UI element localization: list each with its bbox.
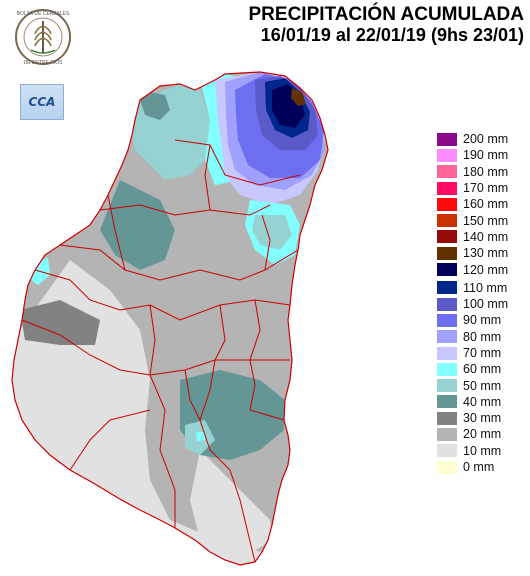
zone-40mm-north-center — [100, 180, 175, 270]
legend-item: 20 mm — [436, 426, 526, 442]
legend-swatch — [436, 410, 458, 426]
legend-swatch — [436, 361, 458, 377]
legend-item: 120 mm — [436, 261, 526, 278]
legend-swatch — [436, 378, 458, 394]
zone-40mm-northwest — [140, 92, 170, 120]
legend-label: 150 mm — [463, 213, 509, 228]
legend-label: 20 mm — [463, 427, 502, 442]
legend-item: 30 mm — [436, 410, 526, 426]
legend-swatch — [436, 245, 458, 261]
legend-label: 190 mm — [463, 148, 509, 163]
legend-item: 60 mm — [436, 361, 526, 377]
legend-swatch — [436, 312, 458, 328]
legend-swatch — [436, 213, 458, 229]
legend-item: 70 mm — [436, 345, 526, 361]
legend-item: 0 mm — [436, 459, 526, 475]
precipitation-legend: 200 mm 190 mm 180 mm 170 mm 160 mm 150 mm 140 … — [436, 131, 526, 475]
legend-item: 130 mm — [436, 245, 526, 261]
legend-label: 70 mm — [463, 346, 502, 360]
legend-item: 150 mm — [436, 212, 526, 229]
legend-swatch — [436, 147, 458, 163]
legend-swatch — [436, 280, 458, 296]
title-line-2: 16/01/19 al 22/01/19 (9hs 23/01) — [260, 25, 524, 45]
legend-item: 110 mm — [436, 280, 526, 296]
zone-60mm-pocket — [196, 432, 205, 441]
legend-label: 90 mm — [463, 313, 502, 328]
legend-label: 30 mm — [463, 411, 502, 426]
legend-label: 50 mm — [463, 378, 502, 393]
legend-item: 50 mm — [436, 377, 526, 394]
legend-label: 40 mm — [463, 394, 502, 409]
legend-swatch — [436, 394, 458, 410]
legend-label: 130 mm — [463, 246, 509, 261]
legend-item: 100 mm — [436, 296, 526, 312]
svg-text:DE ENTRE RIOS: DE ENTRE RIOS — [24, 60, 64, 66]
legend-swatch — [436, 164, 458, 180]
legend-item: 80 mm — [436, 329, 526, 345]
legend-label: 60 mm — [463, 362, 502, 377]
bolsa-de-cereales-seal-icon: BOLSA DE CEREALES DE ENTRE RIOS — [15, 9, 71, 66]
legend-item: 200 mm — [436, 131, 526, 147]
legend-swatch — [436, 131, 458, 147]
legend-label: 110 mm — [463, 280, 508, 295]
legend-label: 100 mm — [463, 297, 509, 312]
legend-item: 40 mm — [436, 394, 526, 410]
legend-label: 200 mm — [463, 132, 509, 147]
legend-swatch — [436, 459, 458, 475]
precipitation-map — [11, 71, 329, 566]
legend-swatch — [436, 229, 458, 245]
title-line-1: PRECIPITACIÓN ACUMULADA — [248, 4, 525, 25]
legend-label: 10 mm — [463, 443, 502, 458]
legend-swatch — [436, 180, 458, 196]
legend-item: 180 mm — [436, 164, 526, 180]
zone-10mm-southeast — [190, 450, 272, 560]
legend-swatch — [436, 262, 458, 278]
cca-badge-label: CCA — [28, 95, 56, 109]
legend-swatch — [436, 426, 458, 442]
map-title: PRECIPITACIÓN ACUMULADA 16/01/19 al 22/0… — [249, 4, 525, 46]
zone-130mm — [291, 88, 306, 106]
legend-item: 10 mm — [436, 443, 526, 459]
legend-item: 190 mm — [436, 147, 526, 163]
legend-swatch — [436, 329, 458, 345]
legend-item: 140 mm — [436, 229, 526, 245]
legend-swatch — [436, 345, 458, 361]
legend-label: 160 mm — [463, 197, 509, 212]
legend-swatch — [436, 443, 458, 459]
legend-label: 140 mm — [463, 229, 509, 244]
legend-label: 170 mm — [463, 181, 509, 196]
legend-swatch — [436, 296, 458, 312]
legend-item: 160 mm — [436, 196, 526, 212]
legend-label: 180 mm — [463, 164, 509, 179]
cca-badge-icon: CCA — [20, 84, 64, 120]
legend-label: 120 mm — [463, 262, 509, 277]
legend-label: 80 mm — [463, 329, 502, 344]
svg-text:BOLSA DE CEREALES: BOLSA DE CEREALES — [17, 11, 70, 17]
department-borders — [11, 71, 329, 566]
zone-30mm-west — [20, 300, 100, 345]
legend-item: 90 mm — [436, 312, 526, 328]
legend-item: 170 mm — [436, 180, 526, 196]
zone-50mm-east — [252, 215, 292, 250]
legend-label: 0 mm — [463, 460, 495, 475]
legend-swatch — [436, 196, 458, 212]
